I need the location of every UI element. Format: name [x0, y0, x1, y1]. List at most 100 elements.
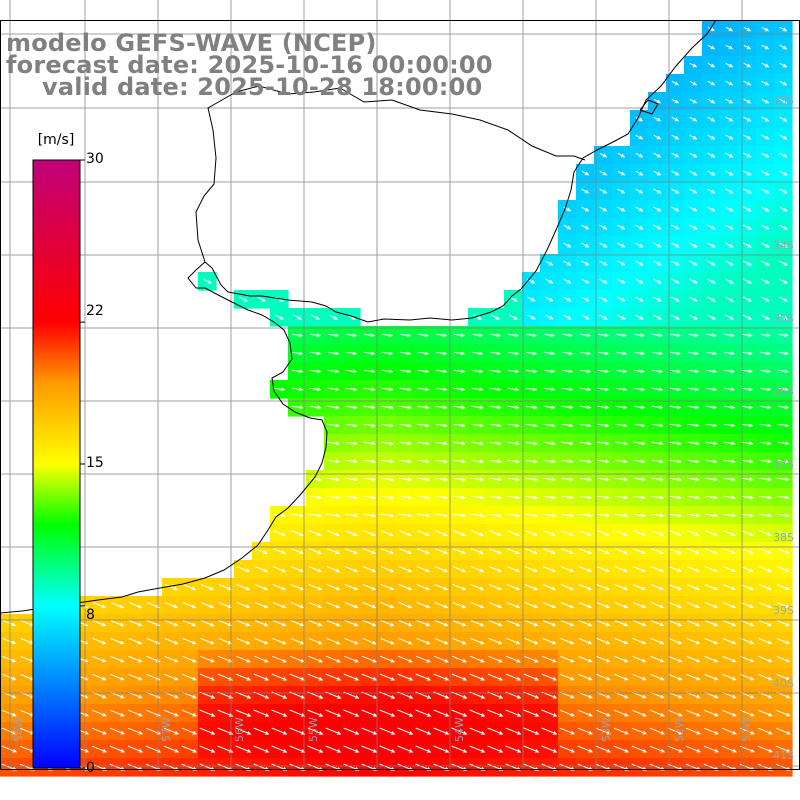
wind-arrow: [689, 152, 698, 158]
lon-label-52w: 52W: [673, 717, 686, 742]
wind-arrow: [688, 278, 698, 284]
wind-arrow: [524, 584, 539, 591]
wind-arrow: [363, 441, 376, 446]
wind-arrow: [653, 98, 662, 104]
wind-arrow: [542, 655, 557, 663]
wind-arrow: [741, 405, 754, 410]
wind-arrow: [417, 459, 430, 464]
wind-arrow: [327, 459, 340, 464]
wind-arrow: [724, 224, 734, 230]
wind-arrow: [560, 619, 575, 627]
wind-arrow: [581, 224, 590, 230]
wind-arrow: [506, 495, 521, 500]
wind-arrow: [163, 727, 180, 735]
wind-arrow: [307, 727, 324, 735]
wind-arrow: [235, 727, 252, 735]
wind-arrow: [380, 548, 395, 555]
wind-arrow: [328, 314, 339, 320]
lon-label-55w: 55W: [307, 717, 320, 742]
wind-arrow: [776, 709, 791, 717]
wind-arrow: [776, 620, 791, 627]
wind-arrow: [381, 387, 394, 392]
wind-arrow: [779, 116, 788, 122]
wind-arrow: [706, 278, 716, 284]
wind-arrow: [725, 116, 734, 122]
wind-arrow: [523, 709, 540, 717]
wind-arrow: [380, 601, 395, 609]
wind-arrow: [670, 278, 680, 284]
wind-arrow: [597, 405, 610, 410]
wind-arrow: [724, 351, 735, 356]
wind-arrow: [725, 44, 734, 50]
wind-arrow: [685, 745, 702, 753]
wind-arrow: [740, 673, 755, 681]
wind-arrow: [689, 242, 698, 248]
wind-arrow: [327, 387, 340, 392]
wind-arrow: [488, 548, 503, 555]
wind-arrow: [92, 637, 107, 645]
wind-arrow: [668, 602, 683, 609]
wind-arrow: [345, 423, 358, 428]
wind-arrow: [634, 314, 644, 320]
wind-arrow: [742, 224, 752, 230]
wind-arrow: [652, 278, 662, 284]
wind-arrow: [163, 745, 180, 753]
wind-arrow: [778, 351, 789, 356]
wind-arrow: [581, 170, 590, 176]
wind-arrow: [235, 673, 252, 681]
wind-arrow: [307, 655, 323, 663]
lat-label-38s: 38S: [773, 531, 794, 544]
wind-arrow: [579, 369, 592, 374]
wind-arrow: [416, 637, 431, 645]
wind-arrow: [778, 206, 788, 212]
wind-arrow: [689, 188, 698, 194]
wind-arrow: [758, 602, 773, 609]
wind-arrow: [489, 530, 502, 537]
wind-arrow: [597, 459, 610, 464]
wind-arrow: [725, 206, 734, 212]
lat-label-34s: 34S: [773, 239, 794, 252]
wind-arrow: [524, 619, 539, 627]
wind-arrow: [325, 745, 342, 753]
wind-arrow: [560, 637, 575, 645]
wind-arrow: [632, 602, 647, 609]
wind-arrow: [561, 369, 574, 374]
wind-arrow: [291, 387, 304, 392]
wind-arrow: [776, 602, 791, 609]
wind-arrow: [542, 619, 557, 627]
wind-arrow: [704, 709, 719, 717]
wind-arrow: [435, 477, 449, 482]
wind-arrow: [707, 26, 716, 32]
wind-arrow: [776, 655, 791, 663]
wind-arrow: [415, 727, 432, 735]
wind-arrow: [707, 44, 716, 50]
wind-arrow: [453, 387, 466, 392]
wind-arrow: [668, 566, 682, 573]
wind-arrow: [345, 459, 358, 464]
wind-arrow: [721, 745, 738, 753]
wind-arrow: [761, 134, 770, 140]
wind-arrow: [271, 673, 288, 681]
wind-arrow: [290, 513, 305, 518]
wind-arrow: [633, 530, 646, 536]
wind-arrow: [617, 296, 626, 302]
wind-arrow: [777, 423, 790, 428]
wind-arrow: [653, 242, 662, 248]
wind-arrow: [327, 351, 340, 356]
wind-arrow: [671, 80, 680, 86]
wind-arrow: [687, 441, 700, 446]
wind-arrow: [417, 405, 430, 410]
wind-arrow: [578, 548, 592, 555]
wind-arrow: [128, 637, 143, 645]
wind-arrow: [523, 673, 540, 681]
wind-arrow: [579, 441, 592, 446]
wind-arrow: [542, 602, 557, 609]
colorbar-tick-15: 15: [86, 455, 104, 471]
wind-arrow: [435, 369, 448, 374]
wind-arrow: [598, 351, 610, 356]
wind-arrow: [326, 619, 341, 627]
wind-arrow: [740, 709, 755, 717]
wind-arrow: [777, 459, 790, 464]
wind-arrow: [707, 116, 716, 122]
wind-arrow: [326, 637, 341, 645]
